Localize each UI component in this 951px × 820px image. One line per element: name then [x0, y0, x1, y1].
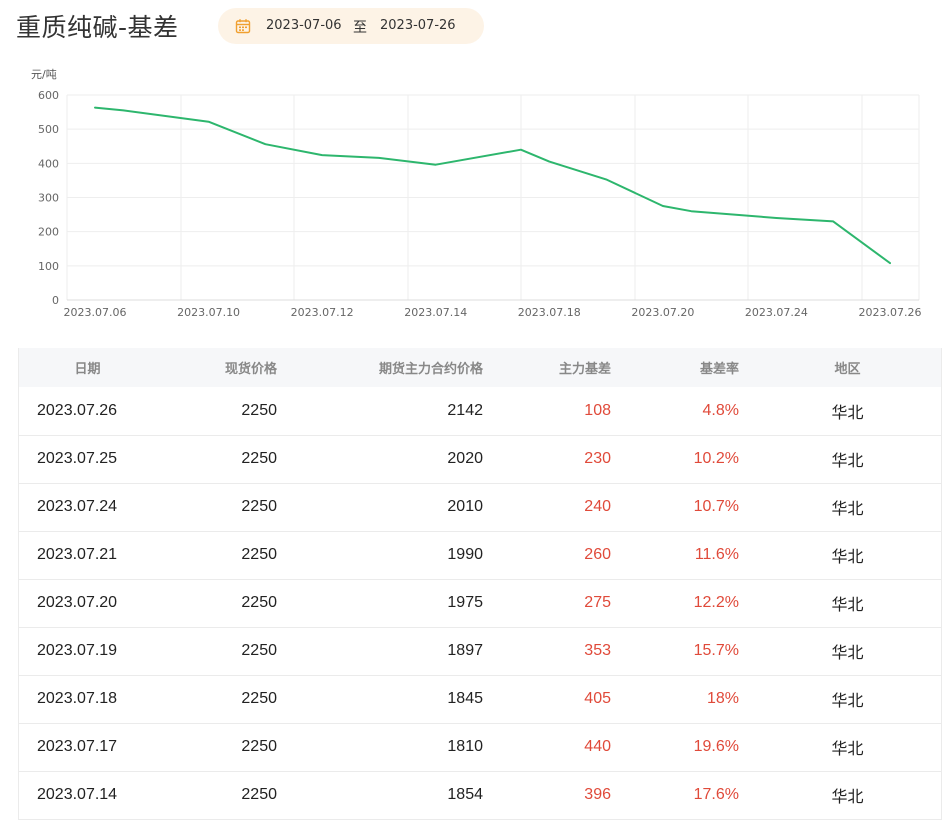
cell-date: 2023.07.17 [37, 738, 118, 755]
cell-main-basis: 275 [584, 594, 611, 611]
cell-main-basis: 240 [584, 498, 611, 515]
y-tick-label: 100 [38, 260, 59, 273]
cell-date: 2023.07.26 [37, 401, 118, 419]
table-row: 2023.07.18 2250 1845 405 18% 华北 [18, 675, 942, 723]
cell-date: 2023.07.19 [37, 642, 118, 659]
calendar-icon [235, 18, 251, 38]
x-tick-label: 2023.07.10 [177, 306, 240, 319]
cell-spot-price: 2250 [241, 401, 277, 419]
cell-futures-price: 1854 [447, 786, 483, 803]
cell-date: 2023.07.25 [37, 450, 118, 467]
x-tick-label: 2023.07.12 [291, 306, 354, 319]
cell-spot-price: 2250 [241, 690, 277, 707]
date-separator: 至 [353, 20, 367, 36]
table-header-row: 日期 现货价格 期货主力合约价格 主力基差 基差率 地区 [18, 348, 942, 387]
cell-main-basis: 440 [584, 738, 611, 755]
basis-table: 日期 现货价格 期货主力合约价格 主力基差 基差率 地区 2023.07.26 2… [18, 348, 942, 820]
cell-basis-rate: 19.6% [693, 738, 739, 755]
cell-basis-rate: 4.8% [702, 401, 739, 419]
x-tick-label: 2023.07.18 [518, 306, 581, 319]
cell-region: 华北 [831, 501, 864, 518]
cell-date: 2023.07.20 [37, 594, 118, 611]
x-tick-label: 2023.07.20 [631, 306, 694, 319]
x-tick-label: 2023.07.06 [64, 306, 127, 319]
cell-main-basis: 260 [584, 546, 611, 563]
cell-region: 华北 [831, 404, 864, 422]
end-date[interactable]: 2023-07-26 [380, 18, 456, 33]
cell-futures-price: 1845 [447, 690, 483, 707]
cell-spot-price: 2250 [241, 546, 277, 563]
cell-spot-price: 2250 [241, 450, 277, 467]
date-range-picker[interactable]: 2023-07-06 至 2023-07-26 [218, 8, 484, 44]
y-tick-label: 300 [38, 192, 59, 205]
cell-basis-rate: 10.2% [693, 450, 739, 467]
y-tick-label: 0 [52, 294, 59, 307]
cell-date: 2023.07.21 [37, 546, 118, 563]
cell-futures-price: 2142 [447, 401, 483, 419]
cell-spot-price: 2250 [241, 642, 277, 659]
page-title: 重质纯碱-基差 [16, 13, 179, 42]
x-tick-label: 2023.07.26 [859, 306, 922, 319]
header-date: 日期 [74, 361, 101, 376]
y-tick-label: 500 [38, 123, 59, 136]
cell-main-basis: 396 [584, 786, 611, 803]
cell-basis-rate: 12.2% [693, 594, 739, 611]
table-row: 2023.07.19 2250 1897 353 15.7% 华北 [18, 627, 942, 675]
table-row: 2023.07.14 2250 1854 396 17.6% 华北 [18, 771, 942, 819]
table-row: 2023.07.17 2250 1810 440 19.6% 华北 [18, 723, 942, 771]
cell-basis-rate: 15.7% [693, 642, 739, 659]
y-tick-label: 400 [38, 157, 59, 170]
cell-futures-price: 2010 [447, 498, 483, 515]
cell-basis-rate: 18% [706, 690, 739, 707]
basis-line-chart: 0 100 200 300 400 500 600 2023.07.06 2023.07.10 2… [38, 89, 922, 319]
cell-date: 2023.07.24 [37, 498, 118, 515]
table-row: 2023.07.26 2250 2142 108 4.8% 华北 [18, 387, 942, 435]
table-row: 2023.07.25 2250 2020 230 10.2% 华北 [18, 435, 942, 483]
cell-main-basis: 230 [584, 450, 611, 467]
basis-series-line [94, 106, 891, 265]
cell-spot-price: 2250 [241, 786, 277, 803]
y-axis-unit-label: 元/吨 [31, 68, 57, 81]
table-row: 2023.07.21 2250 1990 260 11.6% 华北 [18, 531, 942, 579]
cell-date: 2023.07.14 [37, 786, 118, 803]
cell-region: 华北 [831, 453, 864, 470]
cell-basis-rate: 17.6% [693, 786, 739, 803]
cell-spot-price: 2250 [241, 498, 277, 515]
y-tick-label: 200 [38, 226, 59, 239]
header-spot-price: 现货价格 [224, 361, 277, 376]
cell-region: 华北 [831, 597, 864, 614]
cell-main-basis: 353 [584, 642, 611, 659]
x-tick-label: 2023.07.24 [745, 306, 808, 319]
cell-region: 华北 [831, 693, 864, 710]
table-row: 2023.07.24 2250 2010 240 10.7% 华北 [18, 483, 942, 531]
cell-basis-rate: 10.7% [693, 498, 739, 515]
cell-region: 华北 [831, 789, 864, 806]
cell-futures-price: 1897 [447, 642, 483, 659]
cell-futures-price: 2020 [447, 450, 483, 467]
cell-futures-price: 1975 [447, 594, 483, 611]
header-futures-price: 期货主力合约价格 [378, 361, 483, 376]
x-tick-label: 2023.07.14 [404, 306, 467, 319]
cell-date: 2023.07.18 [37, 690, 118, 707]
cell-main-basis: 108 [584, 401, 611, 419]
cell-basis-rate: 11.6% [694, 546, 739, 563]
cell-region: 华北 [831, 741, 864, 758]
table-row: 2023.07.20 2250 1975 275 12.2% 华北 [18, 579, 942, 627]
cell-futures-price: 1990 [447, 546, 483, 563]
start-date[interactable]: 2023-07-06 [266, 18, 342, 33]
cell-region: 华北 [831, 549, 864, 566]
cell-region: 华北 [831, 645, 864, 662]
cell-main-basis: 405 [584, 690, 611, 707]
cell-spot-price: 2250 [241, 738, 277, 755]
y-tick-label: 600 [38, 89, 59, 102]
header-region: 地区 [834, 361, 861, 376]
header-main-basis: 主力基差 [558, 361, 611, 376]
cell-futures-price: 1810 [447, 738, 483, 755]
cell-spot-price: 2250 [241, 594, 277, 611]
header-basis-rate: 基差率 [699, 361, 739, 376]
